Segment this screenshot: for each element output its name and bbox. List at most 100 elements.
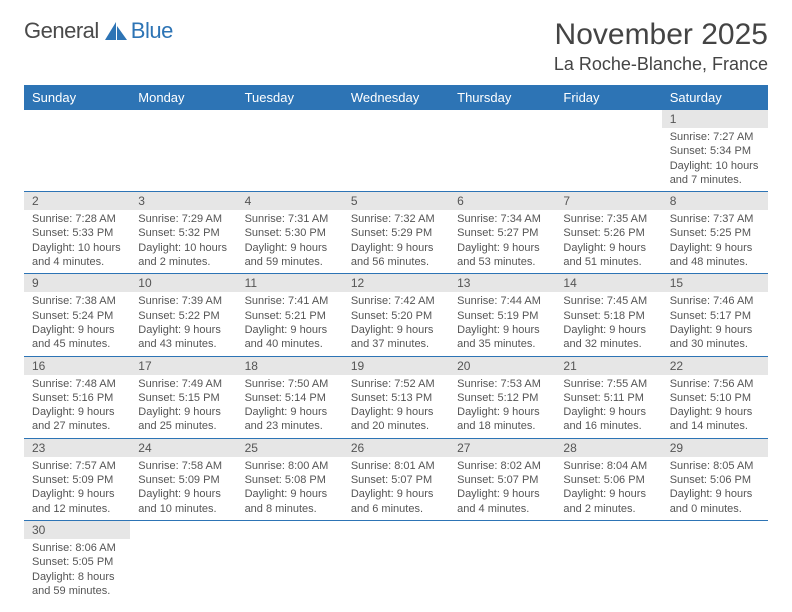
sunset-line: Sunset: 5:34 PM [670, 144, 760, 158]
day-details: Sunrise: 8:05 AMSunset: 5:06 PMDaylight:… [662, 457, 768, 520]
calendar-cell [343, 110, 449, 192]
sunset-line: Sunset: 5:14 PM [245, 391, 335, 405]
sunset-line: Sunset: 5:27 PM [457, 226, 547, 240]
weekday-header: Sunday [24, 85, 130, 110]
sunrise-line: Sunrise: 8:06 AM [32, 541, 122, 555]
day-number: 9 [24, 274, 130, 292]
day-number: 14 [555, 274, 661, 292]
day-details: Sunrise: 7:32 AMSunset: 5:29 PMDaylight:… [343, 210, 449, 273]
sunset-line: Sunset: 5:15 PM [138, 391, 228, 405]
calendar-cell: 24Sunrise: 7:58 AMSunset: 5:09 PMDayligh… [130, 438, 236, 520]
day-details: Sunrise: 8:02 AMSunset: 5:07 PMDaylight:… [449, 457, 555, 520]
daylight-line: Daylight: 9 hours and 23 minutes. [245, 405, 335, 434]
day-details: Sunrise: 8:06 AMSunset: 5:05 PMDaylight:… [24, 539, 130, 602]
daylight-line: Daylight: 9 hours and 10 minutes. [138, 487, 228, 516]
day-number: 28 [555, 439, 661, 457]
day-number: 3 [130, 192, 236, 210]
day-number: 1 [662, 110, 768, 128]
day-details: Sunrise: 7:50 AMSunset: 5:14 PMDaylight:… [237, 375, 343, 438]
daylight-line: Daylight: 9 hours and 56 minutes. [351, 241, 441, 270]
day-number: 30 [24, 521, 130, 539]
sunset-line: Sunset: 5:16 PM [32, 391, 122, 405]
calendar-cell [237, 520, 343, 602]
day-details: Sunrise: 7:55 AMSunset: 5:11 PMDaylight:… [555, 375, 661, 438]
sunset-line: Sunset: 5:08 PM [245, 473, 335, 487]
day-details: Sunrise: 7:57 AMSunset: 5:09 PMDaylight:… [24, 457, 130, 520]
sunset-line: Sunset: 5:32 PM [138, 226, 228, 240]
sunrise-line: Sunrise: 8:04 AM [563, 459, 653, 473]
day-details: Sunrise: 7:28 AMSunset: 5:33 PMDaylight:… [24, 210, 130, 273]
calendar-cell: 27Sunrise: 8:02 AMSunset: 5:07 PMDayligh… [449, 438, 555, 520]
day-number: 29 [662, 439, 768, 457]
day-number: 17 [130, 357, 236, 375]
day-number: 8 [662, 192, 768, 210]
day-details: Sunrise: 7:29 AMSunset: 5:32 PMDaylight:… [130, 210, 236, 273]
location: La Roche-Blanche, France [554, 54, 768, 75]
calendar-cell: 2Sunrise: 7:28 AMSunset: 5:33 PMDaylight… [24, 192, 130, 274]
sunrise-line: Sunrise: 7:53 AM [457, 377, 547, 391]
sunrise-line: Sunrise: 7:27 AM [670, 130, 760, 144]
daylight-line: Daylight: 9 hours and 12 minutes. [32, 487, 122, 516]
sail-icon [103, 20, 129, 42]
weekday-header: Wednesday [343, 85, 449, 110]
day-number: 18 [237, 357, 343, 375]
day-number: 23 [24, 439, 130, 457]
daylight-line: Daylight: 9 hours and 14 minutes. [670, 405, 760, 434]
calendar-table: SundayMondayTuesdayWednesdayThursdayFrid… [24, 85, 768, 602]
sunset-line: Sunset: 5:20 PM [351, 309, 441, 323]
day-details: Sunrise: 7:44 AMSunset: 5:19 PMDaylight:… [449, 292, 555, 355]
header: General Blue November 2025 La Roche-Blan… [24, 18, 768, 75]
day-details: Sunrise: 8:00 AMSunset: 5:08 PMDaylight:… [237, 457, 343, 520]
sunset-line: Sunset: 5:25 PM [670, 226, 760, 240]
calendar-cell: 28Sunrise: 8:04 AMSunset: 5:06 PMDayligh… [555, 438, 661, 520]
sunrise-line: Sunrise: 8:00 AM [245, 459, 335, 473]
calendar-cell: 23Sunrise: 7:57 AMSunset: 5:09 PMDayligh… [24, 438, 130, 520]
calendar-cell [555, 110, 661, 192]
daylight-line: Daylight: 9 hours and 43 minutes. [138, 323, 228, 352]
sunrise-line: Sunrise: 7:52 AM [351, 377, 441, 391]
calendar-cell [555, 520, 661, 602]
sunset-line: Sunset: 5:33 PM [32, 226, 122, 240]
day-details: Sunrise: 7:45 AMSunset: 5:18 PMDaylight:… [555, 292, 661, 355]
daylight-line: Daylight: 9 hours and 32 minutes. [563, 323, 653, 352]
day-number: 26 [343, 439, 449, 457]
calendar-cell: 22Sunrise: 7:56 AMSunset: 5:10 PMDayligh… [662, 356, 768, 438]
calendar-cell [24, 110, 130, 192]
sunset-line: Sunset: 5:07 PM [457, 473, 547, 487]
daylight-line: Daylight: 8 hours and 59 minutes. [32, 570, 122, 599]
day-details: Sunrise: 7:27 AMSunset: 5:34 PMDaylight:… [662, 128, 768, 191]
sunrise-line: Sunrise: 7:37 AM [670, 212, 760, 226]
day-details: Sunrise: 7:37 AMSunset: 5:25 PMDaylight:… [662, 210, 768, 273]
sunset-line: Sunset: 5:11 PM [563, 391, 653, 405]
calendar-cell [449, 520, 555, 602]
sunset-line: Sunset: 5:05 PM [32, 555, 122, 569]
day-number: 20 [449, 357, 555, 375]
calendar-cell: 1Sunrise: 7:27 AMSunset: 5:34 PMDaylight… [662, 110, 768, 192]
daylight-line: Daylight: 9 hours and 4 minutes. [457, 487, 547, 516]
day-details: Sunrise: 7:58 AMSunset: 5:09 PMDaylight:… [130, 457, 236, 520]
daylight-line: Daylight: 9 hours and 37 minutes. [351, 323, 441, 352]
day-number: 27 [449, 439, 555, 457]
day-details: Sunrise: 7:42 AMSunset: 5:20 PMDaylight:… [343, 292, 449, 355]
calendar-cell: 3Sunrise: 7:29 AMSunset: 5:32 PMDaylight… [130, 192, 236, 274]
sunrise-line: Sunrise: 7:31 AM [245, 212, 335, 226]
day-number: 11 [237, 274, 343, 292]
calendar-cell: 16Sunrise: 7:48 AMSunset: 5:16 PMDayligh… [24, 356, 130, 438]
day-details: Sunrise: 7:49 AMSunset: 5:15 PMDaylight:… [130, 375, 236, 438]
sunset-line: Sunset: 5:09 PM [32, 473, 122, 487]
calendar-body: 1Sunrise: 7:27 AMSunset: 5:34 PMDaylight… [24, 110, 768, 602]
calendar-cell: 12Sunrise: 7:42 AMSunset: 5:20 PMDayligh… [343, 274, 449, 356]
calendar-head: SundayMondayTuesdayWednesdayThursdayFrid… [24, 85, 768, 110]
day-details: Sunrise: 7:41 AMSunset: 5:21 PMDaylight:… [237, 292, 343, 355]
sunrise-line: Sunrise: 7:57 AM [32, 459, 122, 473]
weekday-header: Friday [555, 85, 661, 110]
sunrise-line: Sunrise: 7:39 AM [138, 294, 228, 308]
daylight-line: Daylight: 9 hours and 40 minutes. [245, 323, 335, 352]
calendar-cell: 7Sunrise: 7:35 AMSunset: 5:26 PMDaylight… [555, 192, 661, 274]
sunset-line: Sunset: 5:18 PM [563, 309, 653, 323]
daylight-line: Daylight: 9 hours and 27 minutes. [32, 405, 122, 434]
day-number: 21 [555, 357, 661, 375]
calendar-cell [449, 110, 555, 192]
brand-logo: General Blue [24, 18, 173, 44]
calendar-cell: 5Sunrise: 7:32 AMSunset: 5:29 PMDaylight… [343, 192, 449, 274]
